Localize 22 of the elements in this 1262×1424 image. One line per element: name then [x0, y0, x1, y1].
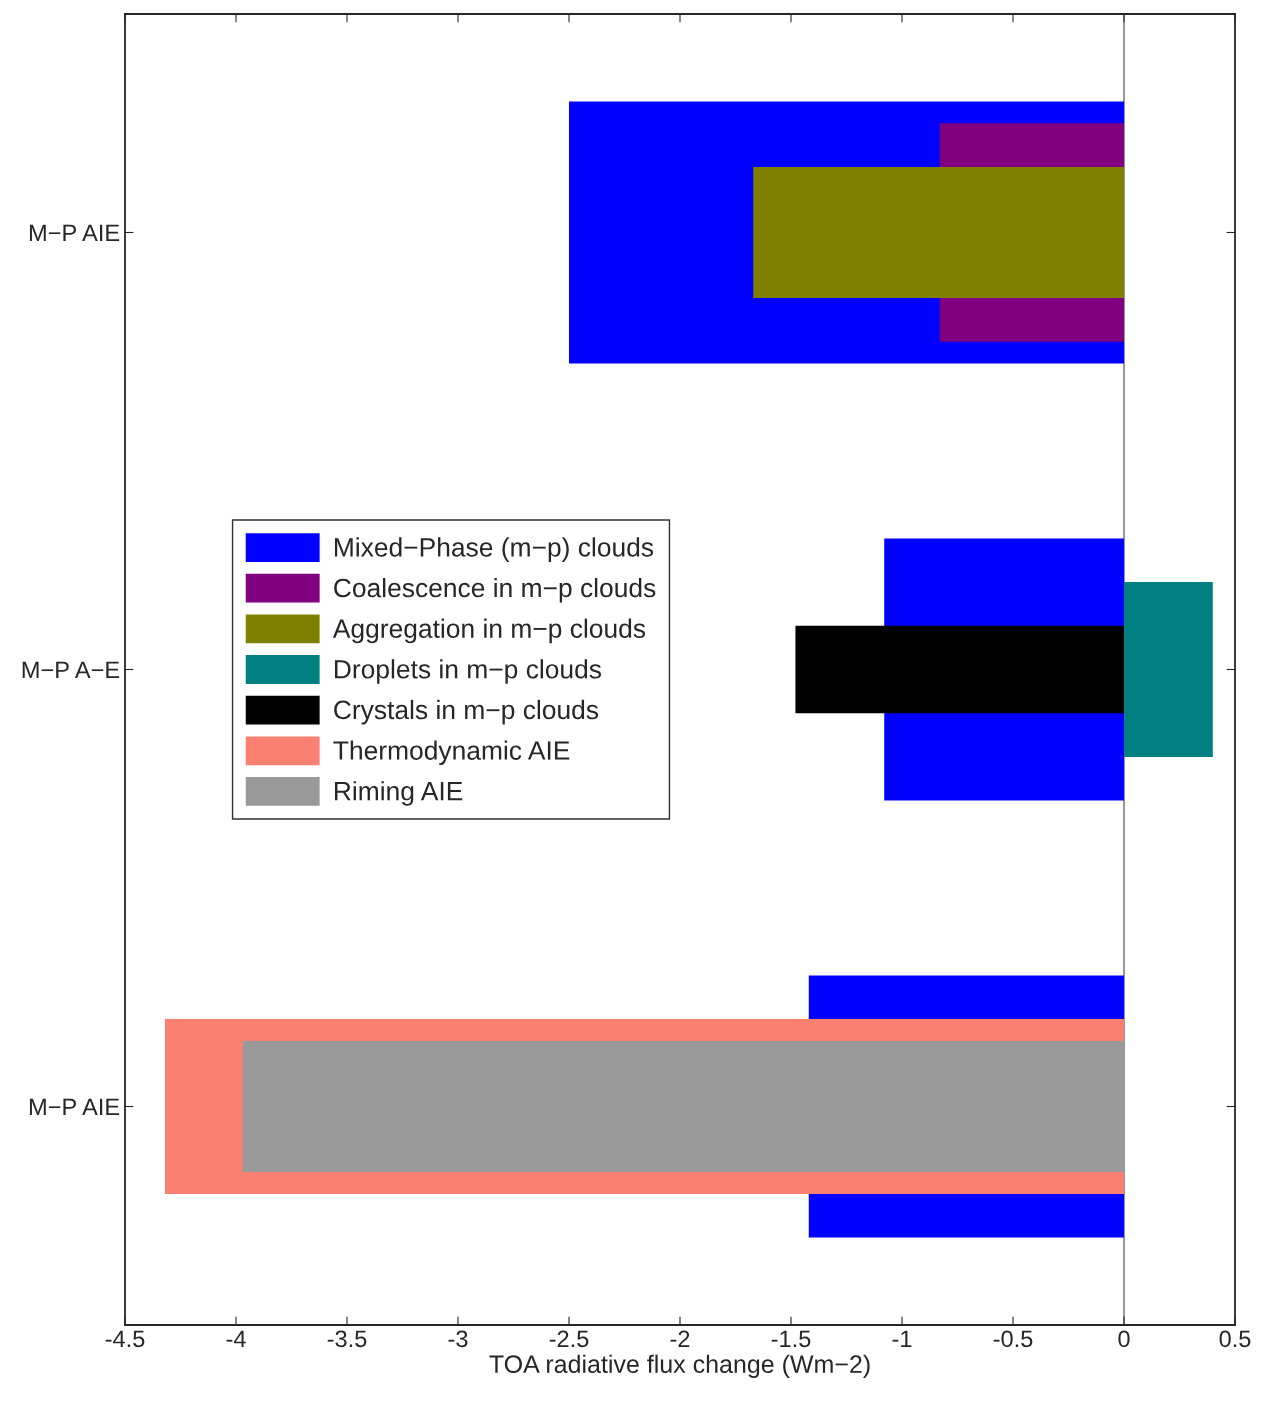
- x-tick-label: -2: [670, 1330, 690, 1347]
- x-tick-label: 0: [1118, 1330, 1130, 1348]
- x-tick-label: -3: [448, 1330, 468, 1348]
- legend-label: Crystals in m−p clouds: [334, 699, 599, 725]
- x-axis-title: TOA radiative flux change (Wm−2): [489, 1354, 870, 1378]
- y-tick-label: M−P A−E: [22, 661, 120, 679]
- x-tick-label: -1: [892, 1330, 912, 1347]
- x-tick-label: -4: [226, 1330, 246, 1347]
- x-tick-label: -2.5: [549, 1330, 589, 1348]
- legend-label: Thermodynamic AIE: [333, 740, 570, 766]
- x-tick-label: -4.5: [105, 1330, 145, 1348]
- legend-label: Aggregation in m−p clouds: [332, 618, 646, 644]
- legend-label: Mixed−Phase (m−p) clouds: [334, 537, 654, 562]
- legend-label: Droplets in m−p clouds: [334, 659, 602, 684]
- x-tick-label: -0.5: [993, 1330, 1033, 1348]
- legend-label: Coalescence in m−p clouds: [334, 577, 656, 603]
- y-tick-label: M−P AIE: [29, 1098, 120, 1116]
- y-tick-label: M−P AIE: [29, 224, 120, 242]
- x-tick-label: 0.5: [1219, 1330, 1251, 1348]
- x-tick-label: -1.5: [771, 1330, 811, 1348]
- x-tick-label: -3.5: [327, 1330, 367, 1348]
- legend-label: Riming AIE: [334, 781, 463, 806]
